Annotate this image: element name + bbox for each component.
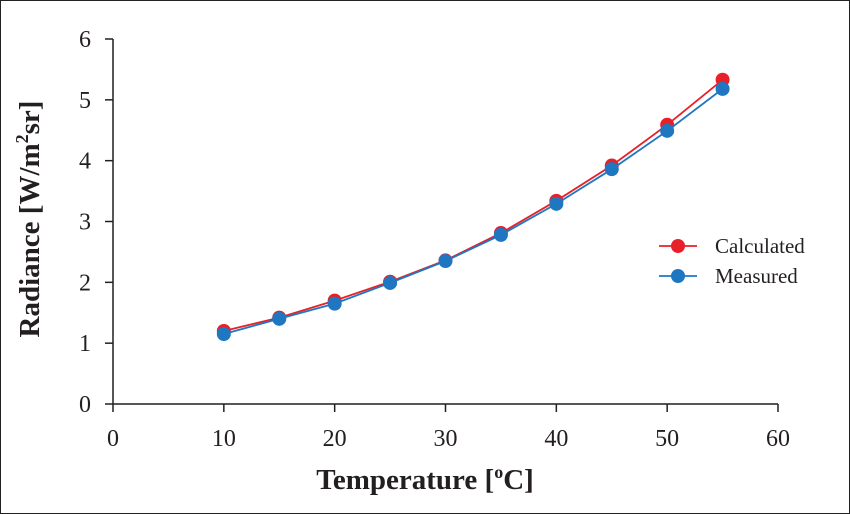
data-point [438, 254, 453, 269]
legend-item: Calculated [659, 234, 805, 258]
legend-label: Measured [715, 264, 798, 288]
y-axis-title: Radiance [W/m2sr] [12, 101, 46, 338]
data-point [493, 227, 508, 242]
axes: 0 10 20 30 40 50 60 0 1 2 3 4 5 6 [79, 27, 790, 452]
y-tick-label: 6 [79, 27, 91, 53]
series-layer [216, 72, 730, 342]
x-tick-label: 0 [107, 426, 119, 452]
y-tick-label: 2 [79, 270, 91, 296]
series-measured [216, 81, 730, 342]
data-point [383, 275, 398, 290]
x-axis-title-superscript: o [494, 462, 503, 482]
x-tick-label: 50 [655, 426, 679, 452]
y-tick-label: 3 [79, 210, 91, 236]
data-point [715, 81, 730, 96]
y-tick-label: 1 [79, 331, 91, 357]
data-point [216, 327, 231, 342]
y-axis-title-superscript: 2 [12, 134, 32, 143]
series-line [223, 88, 724, 335]
x-axis-title: Temperature [oC] [316, 462, 534, 496]
series-line [223, 79, 724, 332]
x-tick-label: 60 [766, 426, 790, 452]
series-calculated [216, 72, 730, 338]
legend-swatch-marker [671, 269, 685, 283]
data-point [549, 196, 564, 211]
data-point [272, 311, 287, 326]
x-tick-label: 20 [323, 426, 347, 452]
legend: Calculated Measured [659, 234, 805, 288]
data-point [660, 123, 675, 138]
data-point [327, 296, 342, 311]
y-tick-label: 0 [79, 392, 91, 418]
legend-item: Measured [659, 264, 798, 288]
y-tick-label: 5 [79, 88, 91, 114]
y-tick-label: 4 [79, 149, 91, 175]
legend-label: Calculated [715, 234, 805, 258]
x-tick-label: 30 [434, 426, 458, 452]
x-tick-label: 10 [212, 426, 236, 452]
x-tick-label: 40 [544, 426, 568, 452]
data-point [604, 162, 619, 177]
legend-swatch-marker [671, 239, 685, 253]
